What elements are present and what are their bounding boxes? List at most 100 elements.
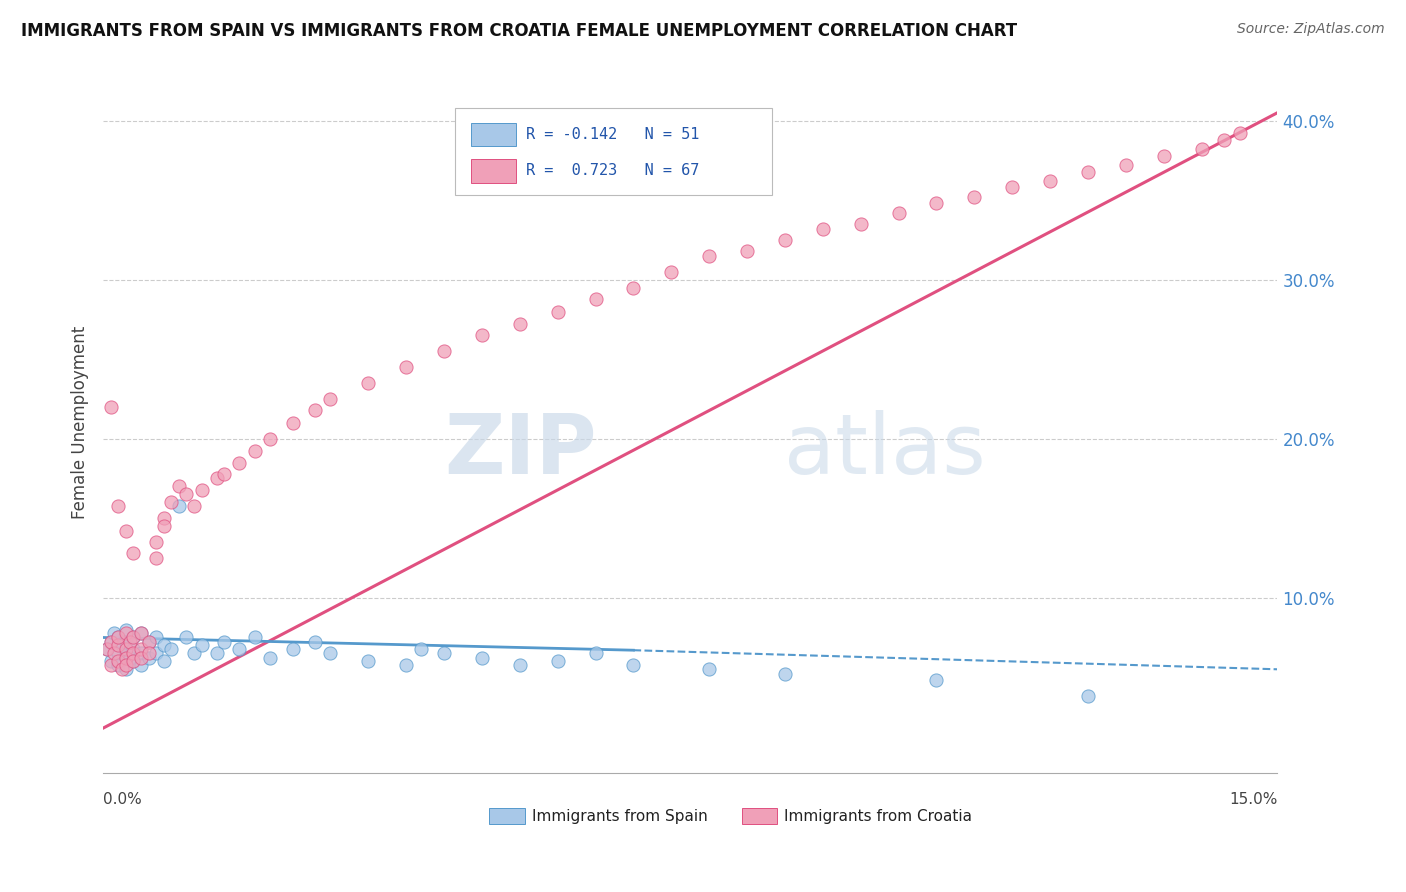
Point: [357, 654, 380, 668]
Point: [145, 551, 167, 566]
Point: [471, 328, 494, 343]
Point: [1229, 127, 1251, 141]
Point: [659, 265, 682, 279]
Point: [122, 641, 145, 656]
Point: [107, 631, 129, 645]
Point: [111, 662, 134, 676]
Point: [259, 651, 281, 665]
Point: [773, 233, 796, 247]
Point: [585, 292, 607, 306]
Point: [811, 222, 834, 236]
Point: [735, 244, 758, 258]
Point: [138, 635, 160, 649]
Point: [433, 344, 456, 359]
Point: [547, 304, 569, 318]
Point: [152, 519, 174, 533]
Text: IMMIGRANTS FROM SPAIN VS IMMIGRANTS FROM CROATIA FEMALE UNEMPLOYMENT CORRELATION: IMMIGRANTS FROM SPAIN VS IMMIGRANTS FROM…: [21, 22, 1017, 40]
Point: [138, 651, 160, 665]
Point: [623, 657, 645, 672]
Point: [281, 641, 304, 656]
Point: [118, 651, 141, 665]
Point: [319, 392, 342, 406]
Point: [228, 641, 250, 656]
Point: [103, 625, 125, 640]
Point: [887, 206, 910, 220]
Point: [129, 651, 152, 665]
Point: [122, 654, 145, 668]
Point: [849, 217, 872, 231]
Point: [433, 647, 456, 661]
Point: [167, 499, 190, 513]
Point: [129, 657, 152, 672]
Point: [115, 623, 138, 637]
Point: [1077, 690, 1099, 704]
Point: [111, 639, 134, 653]
Text: atlas: atlas: [785, 410, 986, 491]
Point: [115, 657, 138, 672]
Point: [160, 495, 183, 509]
Text: R =  0.723   N = 67: R = 0.723 N = 67: [526, 163, 699, 178]
Point: [205, 647, 228, 661]
Point: [1191, 142, 1213, 156]
Point: [118, 635, 141, 649]
Point: [129, 625, 152, 640]
Point: [183, 647, 205, 661]
Point: [1001, 180, 1024, 194]
Point: [107, 657, 129, 672]
Point: [585, 647, 607, 661]
Point: [152, 654, 174, 668]
Point: [160, 641, 183, 656]
Point: [243, 631, 266, 645]
Point: [190, 483, 212, 497]
Text: R = -0.142   N = 51: R = -0.142 N = 51: [526, 127, 699, 142]
Point: [214, 467, 236, 481]
Point: [145, 631, 167, 645]
Point: [115, 641, 138, 656]
Point: [773, 667, 796, 681]
Point: [509, 657, 531, 672]
Point: [115, 647, 138, 661]
Y-axis label: Female Unemployment: Female Unemployment: [72, 326, 89, 519]
Point: [281, 416, 304, 430]
Point: [304, 635, 326, 649]
FancyBboxPatch shape: [456, 108, 772, 195]
Point: [103, 647, 125, 661]
Point: [115, 635, 138, 649]
Point: [107, 499, 129, 513]
Point: [205, 471, 228, 485]
Text: Source: ZipAtlas.com: Source: ZipAtlas.com: [1237, 22, 1385, 37]
Point: [107, 631, 129, 645]
Point: [152, 511, 174, 525]
Point: [122, 631, 145, 645]
Point: [96, 641, 118, 656]
Point: [115, 651, 138, 665]
Point: [547, 654, 569, 668]
Point: [107, 639, 129, 653]
Point: [697, 249, 720, 263]
Point: [100, 657, 122, 672]
Point: [129, 641, 152, 656]
FancyBboxPatch shape: [471, 159, 516, 183]
Point: [115, 662, 138, 676]
Point: [122, 647, 145, 661]
Point: [623, 280, 645, 294]
Point: [1213, 133, 1236, 147]
Point: [243, 444, 266, 458]
FancyBboxPatch shape: [471, 123, 516, 146]
Text: ZIP: ZIP: [444, 410, 596, 491]
Point: [100, 654, 122, 668]
Point: [100, 635, 122, 649]
Point: [167, 479, 190, 493]
Text: 15.0%: 15.0%: [1229, 792, 1278, 807]
FancyBboxPatch shape: [742, 807, 778, 824]
Point: [304, 403, 326, 417]
Point: [107, 654, 129, 668]
Point: [1039, 174, 1062, 188]
Point: [115, 625, 138, 640]
Point: [963, 190, 986, 204]
Point: [925, 673, 948, 688]
Text: Immigrants from Spain: Immigrants from Spain: [531, 808, 707, 823]
Point: [129, 625, 152, 640]
Point: [122, 546, 145, 560]
Point: [115, 524, 138, 538]
